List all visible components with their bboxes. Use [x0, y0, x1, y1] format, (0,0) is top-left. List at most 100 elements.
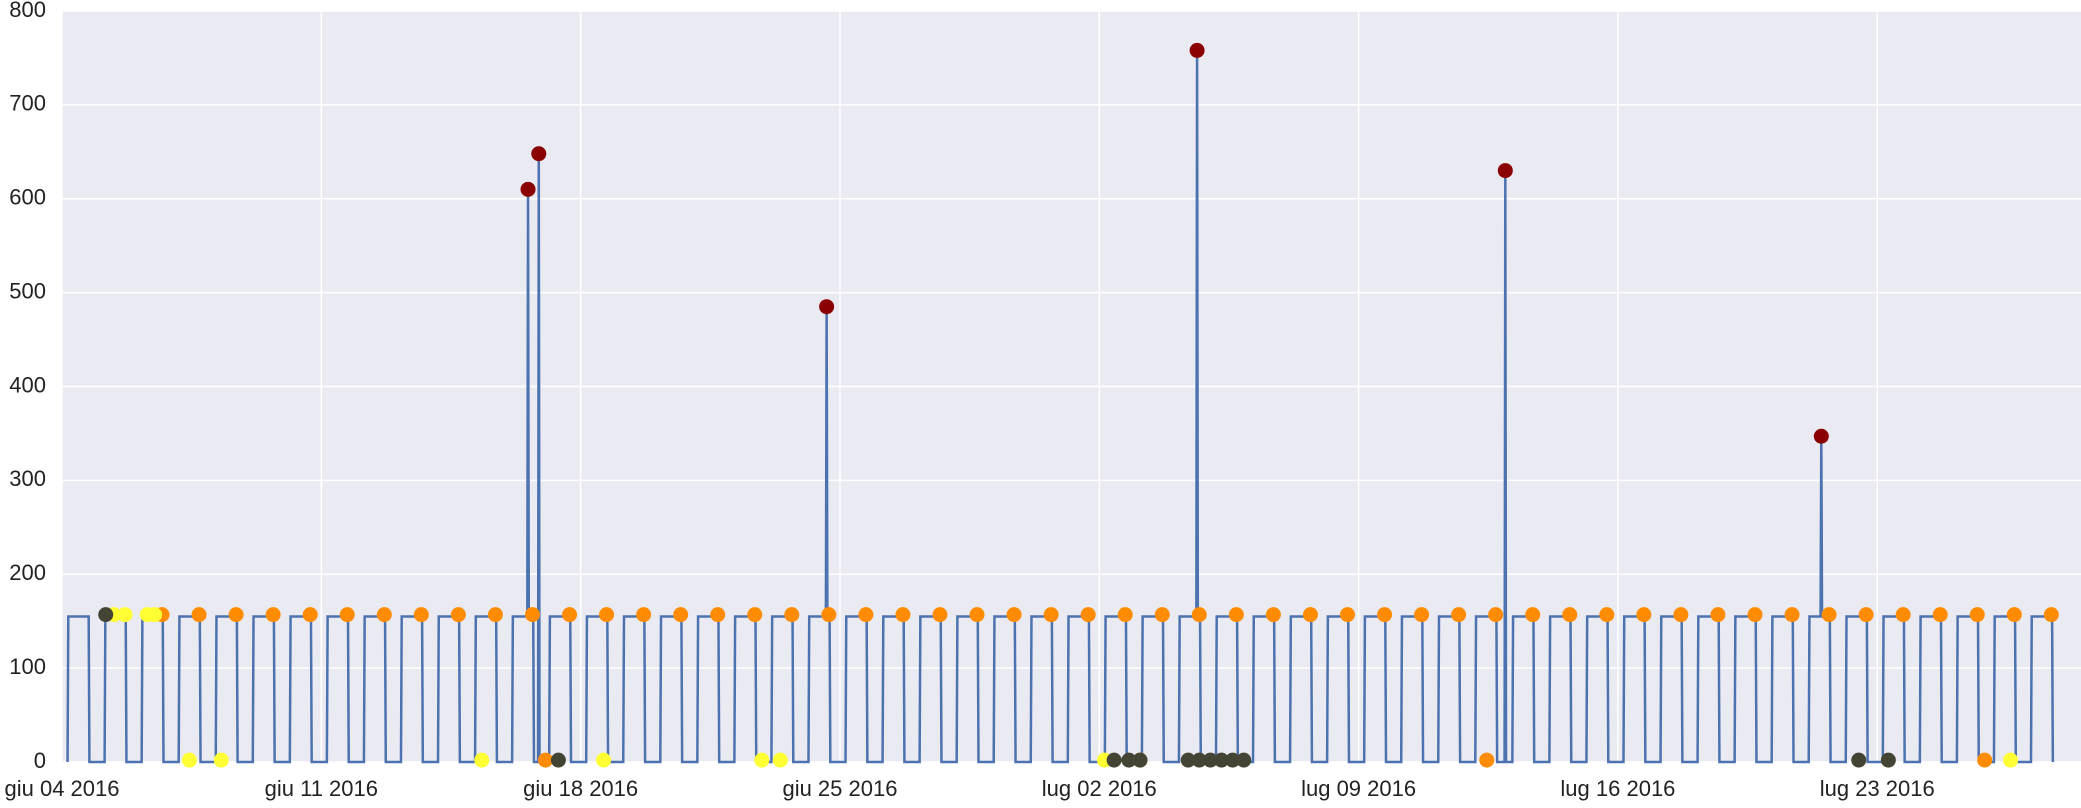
point	[1189, 42, 1205, 58]
point	[1488, 607, 1504, 623]
point	[1497, 163, 1513, 179]
point	[636, 607, 652, 623]
point	[1813, 428, 1829, 444]
point	[1414, 607, 1430, 623]
point	[1117, 607, 1133, 623]
point	[1191, 752, 1207, 768]
y-tick-label: 700	[9, 91, 46, 116]
y-tick-label: 800	[9, 0, 46, 22]
point	[1121, 752, 1137, 768]
point	[969, 607, 985, 623]
point	[550, 752, 566, 768]
point	[1710, 607, 1726, 623]
x-tick-label: giu 25 2016	[782, 776, 897, 801]
point	[117, 607, 133, 623]
y-tick-label: 500	[9, 278, 46, 303]
point	[1747, 607, 1763, 623]
point	[1895, 607, 1911, 623]
point	[474, 752, 490, 768]
y-tick-label: 100	[9, 654, 46, 679]
point	[213, 752, 229, 768]
point	[1932, 607, 1948, 623]
point	[1302, 607, 1318, 623]
point	[181, 752, 197, 768]
point	[1562, 607, 1578, 623]
point	[1132, 752, 1148, 768]
y-tick-label: 200	[9, 560, 46, 585]
point	[1202, 752, 1218, 768]
point	[98, 607, 114, 623]
point	[747, 607, 763, 623]
point	[1525, 607, 1541, 623]
point	[1977, 752, 1993, 768]
y-tick-label: 300	[9, 466, 46, 491]
point	[858, 607, 874, 623]
point	[1851, 752, 1867, 768]
point	[537, 752, 553, 768]
point	[710, 607, 726, 623]
point	[302, 607, 318, 623]
line	[66, 50, 2055, 764]
point	[339, 607, 355, 623]
point	[596, 752, 612, 768]
y-tick-label: 0	[34, 748, 46, 773]
point	[2003, 752, 2019, 768]
x-tick-label: lug 16 2016	[1560, 776, 1675, 801]
point	[1377, 607, 1393, 623]
point	[1080, 607, 1096, 623]
point	[1225, 752, 1241, 768]
point	[191, 607, 207, 623]
point	[1969, 607, 1985, 623]
point	[784, 607, 800, 623]
point	[895, 607, 911, 623]
point	[1265, 607, 1281, 623]
y-tick-label: 400	[9, 372, 46, 397]
x-tick-label: giu 18 2016	[523, 776, 638, 801]
point	[772, 752, 788, 768]
point	[1106, 752, 1122, 768]
point	[1006, 607, 1022, 623]
point	[1236, 752, 1252, 768]
point	[265, 607, 281, 623]
point	[673, 607, 689, 623]
point	[754, 752, 770, 768]
point	[1228, 607, 1244, 623]
y-tick-label: 600	[9, 185, 46, 210]
point	[524, 607, 540, 623]
point	[1821, 607, 1837, 623]
point	[1451, 607, 1467, 623]
point	[487, 607, 503, 623]
point	[599, 607, 615, 623]
point	[1784, 607, 1800, 623]
point	[1154, 607, 1170, 623]
point	[1191, 607, 1207, 623]
point	[1599, 607, 1615, 623]
point	[376, 607, 392, 623]
point	[450, 607, 466, 623]
point	[147, 607, 163, 623]
point	[1858, 607, 1874, 623]
point	[228, 607, 244, 623]
point	[1339, 607, 1355, 623]
point	[1180, 752, 1196, 768]
point	[1479, 752, 1495, 768]
point	[2006, 607, 2022, 623]
point	[1880, 752, 1896, 768]
point	[932, 607, 948, 623]
point	[531, 146, 547, 162]
point	[821, 607, 837, 623]
x-tick-label: lug 02 2016	[1042, 776, 1157, 801]
point	[562, 607, 578, 623]
x-tick-label: lug 23 2016	[1820, 776, 1935, 801]
point	[1636, 607, 1652, 623]
point	[413, 607, 429, 623]
point	[1673, 607, 1689, 623]
point	[1214, 752, 1230, 768]
point	[819, 299, 835, 315]
x-tick-label: giu 04 2016	[5, 776, 120, 801]
point	[520, 181, 536, 197]
x-tick-label: lug 09 2016	[1301, 776, 1416, 801]
x-tick-label: giu 11 2016	[265, 776, 378, 801]
